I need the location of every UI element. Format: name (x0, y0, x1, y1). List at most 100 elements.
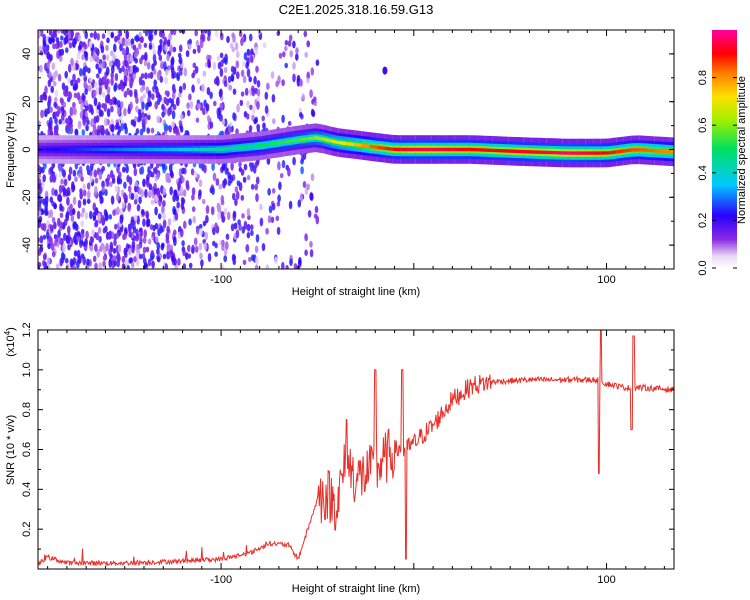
spectrogram-noise-cell (138, 196, 142, 204)
spectrogram-noise-cell (219, 102, 223, 109)
spectrogram-noise-cell (242, 75, 247, 84)
spectrogram-noise-cell (288, 200, 293, 210)
spectrogram-noise-cell (198, 162, 203, 169)
spectrogram-noise-cell (116, 59, 121, 69)
spectrogram-noise-cell (109, 170, 114, 179)
spectrogram-noise-cell (223, 249, 228, 256)
spectrogram-noise-cell (203, 164, 207, 174)
spectrogram-noise-cell (147, 73, 151, 79)
y-tick-label: 40 (21, 48, 33, 60)
spectrogram-noise-cell (102, 227, 107, 234)
spectrogram-noise-cell (49, 209, 53, 218)
spectrogram-noise-cell (148, 44, 153, 50)
spectrogram-noise-cell (192, 48, 197, 55)
spectrogram-noise-cell (170, 56, 175, 66)
spectrogram-noise-cell (232, 254, 237, 261)
spectrogram-noise-cell (245, 243, 250, 253)
spectrogram-noise-cell (225, 233, 230, 240)
spectrogram-ridge-cell (670, 150, 674, 154)
spectrogram-ridge-cell (431, 147, 439, 152)
spectrogram-noise-cell (150, 172, 155, 178)
spectrogram-noise-cell (245, 113, 250, 120)
spectrogram-noise-cell (67, 63, 72, 73)
spectrogram-noise-cell (121, 65, 125, 73)
spectrogram-noise-cell (240, 69, 245, 77)
spectrogram-noise-cell (65, 33, 69, 42)
spectrogram-noise-cell (133, 51, 138, 59)
spectrogram-noise-cell (94, 81, 98, 89)
spectrogram-noise-cell (166, 243, 171, 252)
spectrogram-noise-cell (38, 210, 42, 217)
spectrogram-noise-cell (229, 174, 233, 184)
spectrogram-noise-cell (106, 86, 111, 94)
spectrogram-noise-cell (245, 62, 249, 69)
spectrogram-noise-cell (129, 257, 133, 264)
spectrogram-noise-cell (207, 58, 211, 68)
spectrogram-noise-cell (74, 79, 78, 88)
spectrogram-noise-cell (170, 98, 175, 107)
spectrogram-noise-cell (279, 172, 284, 179)
spectrogram-noise-cell (73, 250, 78, 257)
spectrogram-noise-cell (203, 242, 208, 251)
spectrogram-noise-cell (187, 253, 192, 259)
spectrogram-noise-cell (304, 233, 308, 242)
spectrogram-noise-cell (96, 73, 100, 79)
spectrogram-noise-cell (234, 198, 238, 206)
spectrogram-noise-cell (182, 82, 187, 91)
spectrogram-ridge-cell (469, 147, 478, 152)
spectrogram-ridge-cell (462, 147, 470, 152)
spectrogram-noise-cell (173, 237, 177, 247)
spectrogram-noise-cell (141, 54, 145, 60)
spectrogram-noise-cell (214, 222, 218, 232)
spectrogram-noise-cell (240, 168, 245, 176)
spectrogram-noise-cell (232, 112, 236, 121)
spectrogram-noise-cell (165, 124, 169, 131)
spectrogram-noise-cell (39, 94, 44, 102)
chart-title: C2E1.2025.318.16.59.G13 (279, 2, 434, 17)
spectrogram-noise-cell (235, 60, 240, 69)
spectrogram-noise-cell (179, 186, 184, 194)
spectrogram-noise-cell (75, 32, 79, 39)
spectrogram-noise-cell (306, 77, 310, 84)
spectrogram-noise-cell (159, 43, 163, 53)
spectrogram-noise-cell (236, 50, 240, 59)
spectrogram-noise-cell (96, 248, 100, 258)
spectrogram-ridge-cell (145, 147, 154, 152)
spectrogram-noise-cell (130, 192, 135, 201)
spectrogram-noise-cell (231, 46, 236, 53)
spectrogram-ridge-cell (492, 148, 501, 153)
spectrogram-noise-cell (46, 51, 51, 60)
colorbar-gradient (712, 30, 737, 268)
spectrogram-noise-cell (114, 82, 118, 91)
spectrogram-noise-cell (125, 164, 129, 174)
spectrogram-noise-cell (116, 259, 120, 268)
spectrogram-noise-cell (110, 77, 114, 86)
spectrogram-noise-cell (84, 88, 88, 95)
spectrogram-noise-cell (278, 181, 282, 191)
spectrogram-noise-cell (215, 75, 220, 82)
spectrogram-noise-cell (146, 127, 150, 134)
spectrogram-noise-cell (58, 184, 63, 194)
spectrogram-noise-cell (165, 237, 170, 244)
spectrogram-noise-cell (139, 36, 144, 43)
spectrogram-noise-cell (193, 237, 198, 246)
spectrogram-noise-cell (135, 193, 139, 201)
spectrogram-noise-cell (56, 263, 60, 269)
spectrogram-noise-cell (171, 110, 176, 120)
spectrogram-noise-cell (52, 174, 56, 183)
spectrogram-ridge-cell (454, 147, 462, 152)
spectrogram-noise-cell (194, 30, 198, 37)
spectrogram-noise-cell (85, 116, 89, 123)
spectrogram-noise-cell (138, 31, 142, 38)
spectrogram-noise-cell (198, 189, 202, 197)
spectrogram-noise-cell (117, 107, 121, 116)
spectrogram-noise-cell (191, 194, 195, 201)
spectrogram-noise-cell (146, 62, 151, 70)
spectrogram-noise-cell (302, 180, 307, 189)
spectrogram-noise-cell (192, 215, 196, 224)
spectrogram-noise-cell (97, 67, 102, 75)
spectrogram-ridge-cell (577, 151, 586, 155)
spectrogram-ridge-cell (377, 145, 385, 150)
spectrogram-noise-cell (90, 118, 94, 128)
spectrogram-noise-cell (72, 73, 76, 82)
